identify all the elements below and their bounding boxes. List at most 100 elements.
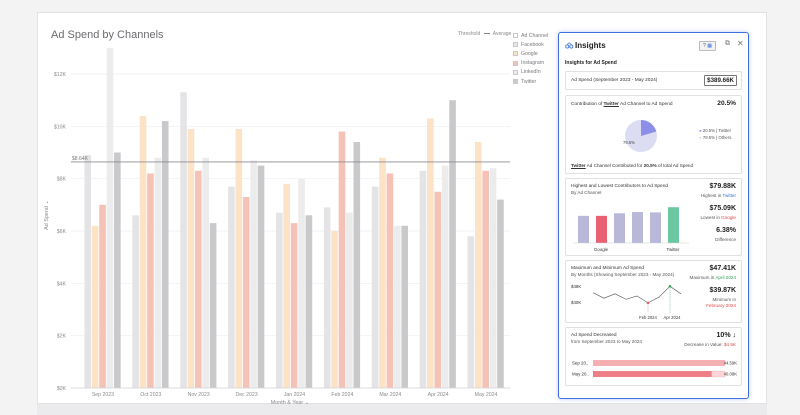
decrease-card[interactable]: Ad Spend Decreased from September 2023 t… <box>565 327 742 386</box>
bar <box>449 100 456 389</box>
line-y-hi-label: $48K <box>571 284 581 289</box>
legend-item[interactable]: LinkedIn <box>513 68 548 77</box>
x-tick-label: Nov 2023 <box>188 392 210 398</box>
bar <box>147 173 154 388</box>
pie-slice-twitter <box>641 120 657 136</box>
y-tick-label: $6K <box>57 229 67 235</box>
bar <box>235 128 243 388</box>
bar <box>419 170 427 388</box>
insights-panel: Insights ? ▦ ⧉ ✕ Insights for Ad Spend A… <box>558 32 749 399</box>
bar <box>114 152 121 388</box>
lowest-label-pre: Lowest in <box>700 215 722 220</box>
highest-lowest-title: Highest and Lowest Contributors to Ad Sp… <box>571 184 669 189</box>
min-label-key: February 2024 <box>706 302 736 308</box>
highest-lowest-card[interactable]: Highest and Lowest Contributors to Ad Sp… <box>565 178 742 256</box>
bar <box>298 178 305 388</box>
legend-item[interactable]: Ad Channel <box>513 31 548 40</box>
lowest-label: Lowest in Google <box>700 215 736 220</box>
legend-label: Facebook <box>521 41 544 48</box>
highest-label-pre: Highest in <box>700 193 723 198</box>
help-icon: ? <box>703 43 706 49</box>
toggle-view-button[interactable]: ? ▦ <box>699 41 716 51</box>
contributor-bar <box>650 212 661 243</box>
contribution-note-post: of total Ad Spend <box>656 163 694 168</box>
bar <box>346 212 353 388</box>
max-min-title: Maximum and Minimum Ad Spend <box>571 266 645 271</box>
close-icon[interactable]: ✕ <box>737 39 744 48</box>
bar <box>132 215 139 388</box>
contribution-note-pct: 20.5% <box>643 163 657 168</box>
x-tick-label: Apr 2024 <box>428 392 449 398</box>
line-y-lo-label: $40K <box>571 300 581 305</box>
bar <box>180 92 187 389</box>
contribution-note-key: Twitter <box>571 163 586 168</box>
grid-icon: ▦ <box>705 43 712 49</box>
bar <box>338 131 346 389</box>
highest-value: $79.88K <box>709 183 736 190</box>
min-label: Minimum in February 2024 <box>706 297 736 308</box>
highest-lowest-sub: By Ad Channel <box>571 190 602 195</box>
bar <box>497 199 504 388</box>
contributor-right-label: Twitter <box>667 247 680 252</box>
bar <box>323 207 331 388</box>
min-label-pre: Minimum in <box>712 297 736 302</box>
legend-label: Twitter <box>521 78 537 85</box>
x-tick-label: Dec 2023 <box>236 392 258 398</box>
decrease-bar-end <box>593 371 712 377</box>
bar <box>242 196 250 388</box>
bar <box>187 128 195 388</box>
bar <box>305 215 313 388</box>
contributor-bar <box>632 212 643 243</box>
contribution-note-mid: Ad Channel Contributed for <box>585 163 644 168</box>
y-tick-label: $8K <box>57 177 67 183</box>
bar <box>386 173 394 388</box>
legend-item[interactable]: Google <box>513 49 548 58</box>
y-axis-title: Ad Spend ⌄ <box>44 200 50 230</box>
max-point <box>668 284 672 288</box>
legend-line-icon <box>483 33 490 35</box>
total-ad-spend-card[interactable]: Ad Spend (September 2023 - May 2024) $38… <box>565 71 742 90</box>
x-tick-label: Feb 2024 <box>331 392 353 398</box>
legend-item[interactable]: Instagram <box>513 59 548 68</box>
legend-item[interactable]: Facebook <box>513 40 548 49</box>
bar <box>379 157 386 388</box>
bar <box>401 225 408 388</box>
contribution-note: Twitter Ad Channel Contributed for 20.5%… <box>571 163 693 168</box>
bar <box>482 170 489 388</box>
legend-swatch-icon <box>513 69 518 75</box>
y-tick-label: $2K <box>57 334 67 340</box>
x-axis-title: Month & Year ⌄ <box>271 400 309 406</box>
legend-label: LinkedIn <box>521 69 541 76</box>
bar <box>434 191 442 388</box>
contributor-left-label: Google <box>594 247 609 252</box>
bar <box>331 231 338 388</box>
legend-label: Google <box>521 50 538 57</box>
insights-icon <box>565 42 574 49</box>
contribution-title-pre: Contribution of <box>571 102 604 107</box>
min-point <box>646 301 650 305</box>
legend-reference-lines: Threshold Average <box>458 31 511 37</box>
pie-legend-others-label: 79.5% | Others <box>702 135 732 140</box>
contributors-bar-chart: Google Twitter <box>573 207 689 252</box>
legend-swatch-icon <box>513 51 518 57</box>
max-x-label: Apr 2024 <box>664 315 682 320</box>
bottom-strip <box>37 404 767 415</box>
x-tick-label: Mar 2024 <box>379 392 401 398</box>
bar <box>276 212 283 388</box>
contribution-pie <box>625 120 657 152</box>
x-tick-label: May 2024 <box>475 392 498 398</box>
copy-icon[interactable]: ⧉ <box>725 40 730 47</box>
min-x-label: Feb 2024 <box>639 315 657 320</box>
y-tick-label: $0K <box>57 386 67 392</box>
bar <box>467 236 475 388</box>
bar <box>195 170 202 388</box>
y-tick-label: $12K <box>54 72 67 78</box>
max-min-card[interactable]: Maximum and Minimum Ad Spend By Months (… <box>565 260 742 323</box>
bar <box>250 160 257 388</box>
bar <box>257 165 265 388</box>
bar <box>106 47 114 388</box>
contribution-title-key: Twitter <box>603 102 619 107</box>
insights-subtitle: Insights for Ad Spend <box>565 60 617 66</box>
legend-item[interactable]: Twitter <box>513 77 548 86</box>
contribution-card[interactable]: Contribution of Twitter Ad Channel to Ad… <box>565 95 742 174</box>
